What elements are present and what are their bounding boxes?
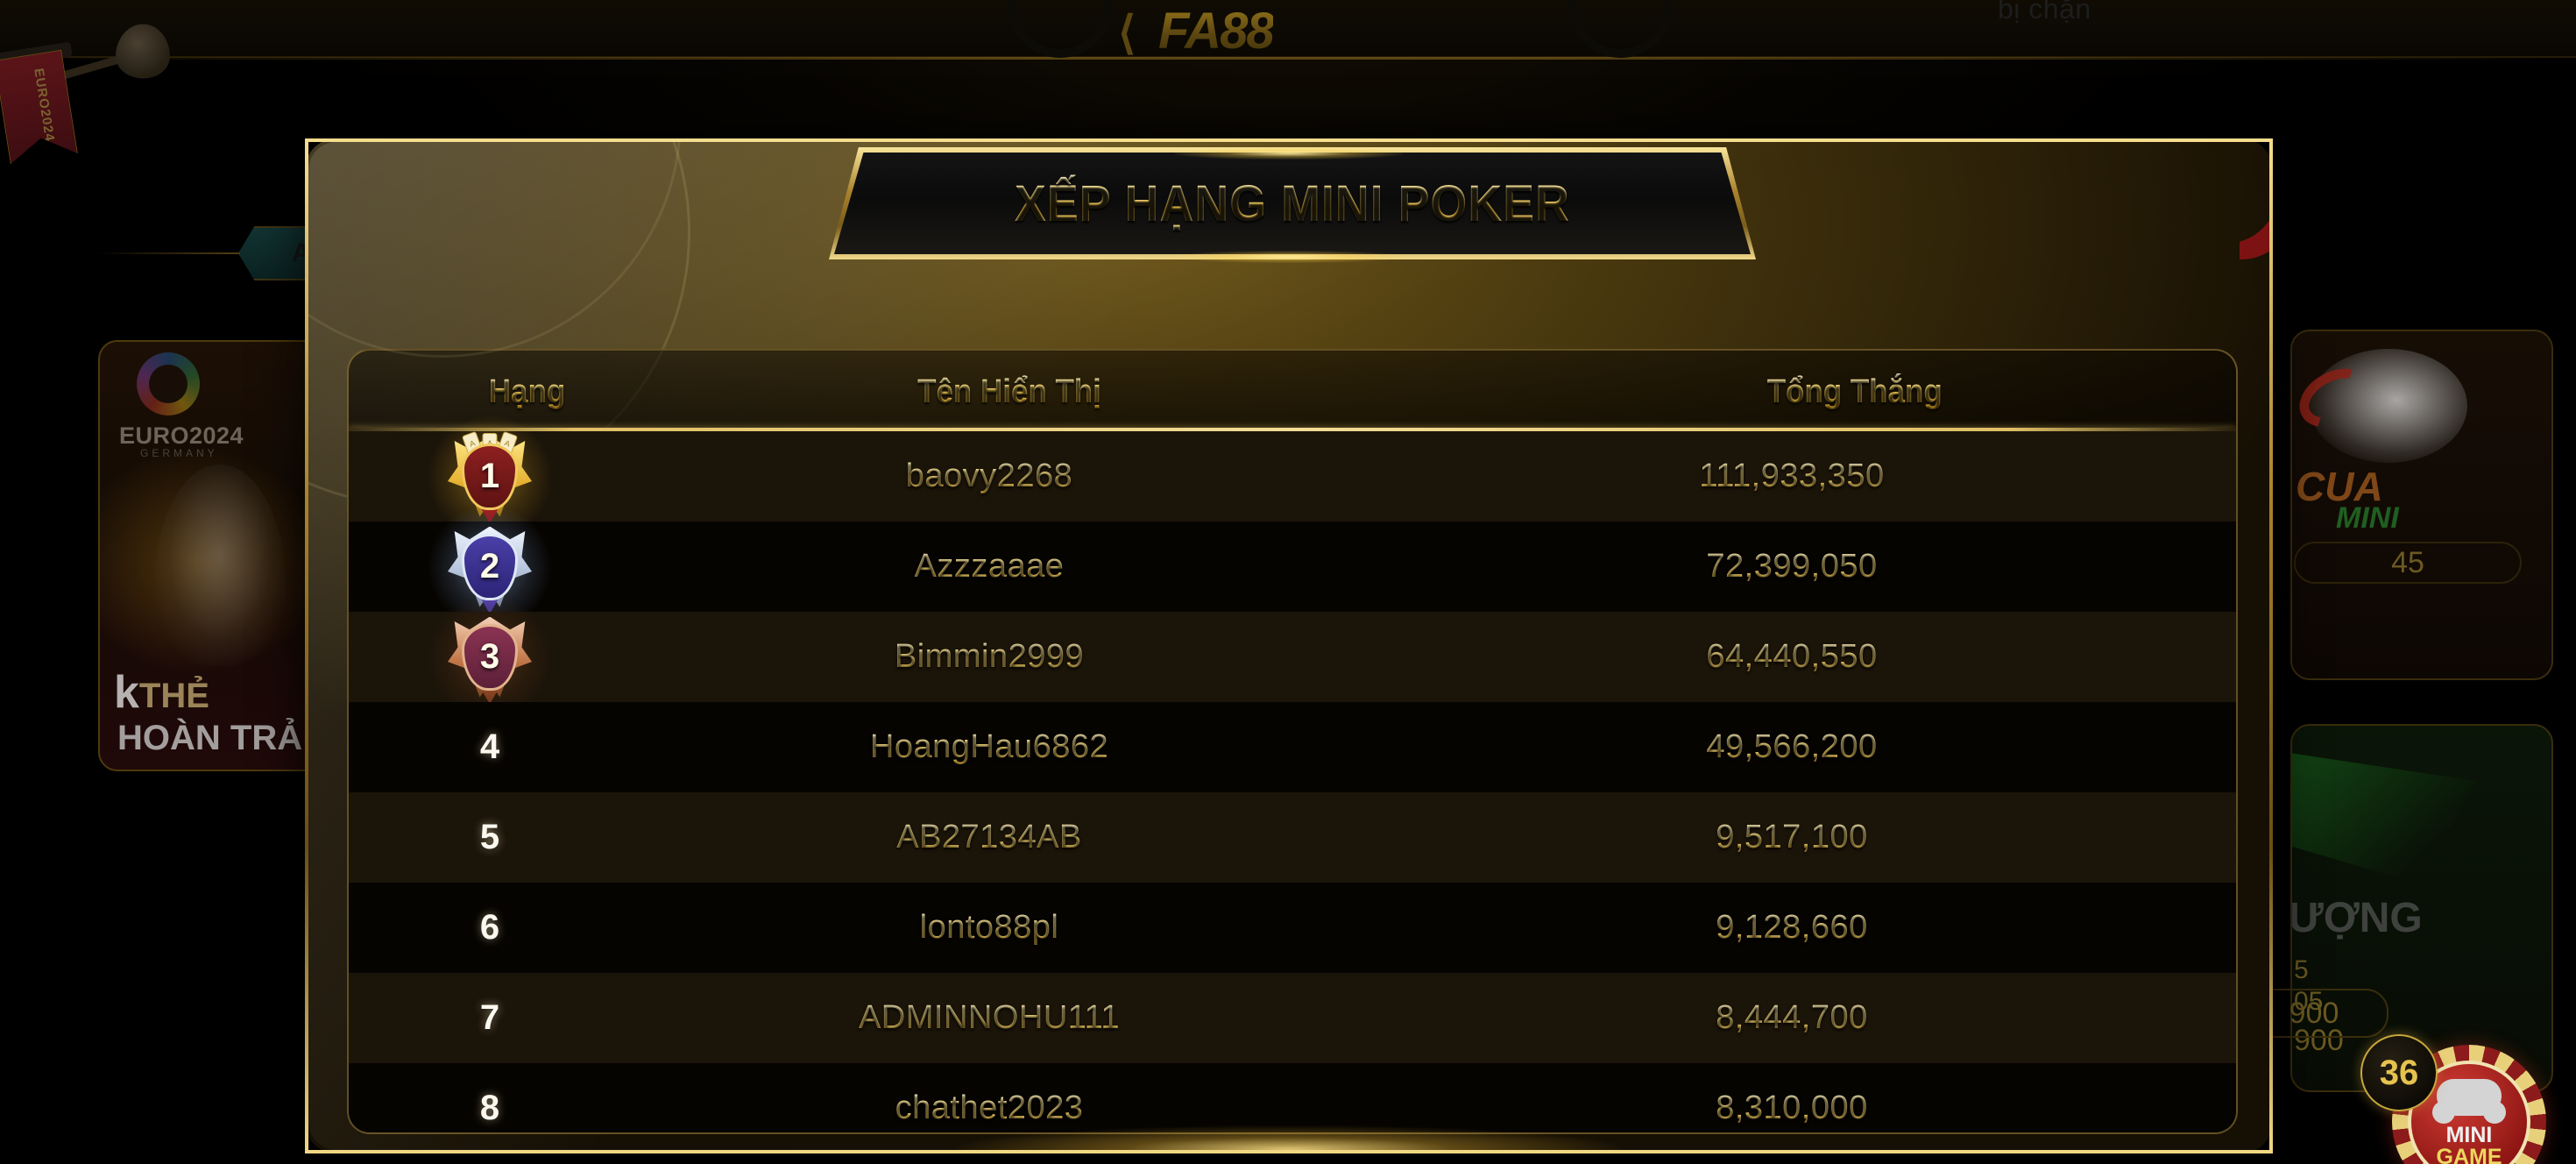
table-row[interactable]: 3 Bimmin2999 64,440,550: [349, 595, 2236, 719]
cell-name: lonto88pl: [631, 909, 1348, 947]
banner-spark-top-icon: [1175, 147, 1403, 160]
player-name: lonto88pl: [919, 909, 1059, 946]
game-card-line-3: 900: [2294, 1024, 2344, 1057]
rank-number: 4: [479, 728, 500, 766]
game-card-title: CUA: [2296, 464, 2383, 509]
column-header-rank: Hạng: [488, 373, 566, 410]
column-header-total: Tổng Thắng: [1766, 373, 1943, 410]
ranking-table: Hạng Tên Hiển Thị Tổng Thắng AAA1 baovy22…: [347, 349, 2238, 1134]
table-header-row: Hạng Tên Hiển Thị Tổng Thắng: [349, 351, 2236, 431]
jackpot-amount-pill: 900: [2240, 989, 2388, 1038]
euro-card-headline: kTHẺ: [114, 667, 209, 718]
player-name: ADMINNOHU111: [858, 999, 1121, 1036]
cell-total: 8,310,000: [1348, 1089, 2236, 1127]
player-name: Bimmin2999: [894, 638, 1085, 675]
rank-number: 7: [479, 998, 500, 1037]
cell-total: 9,517,100: [1348, 819, 2236, 856]
cell-name: baovy2268: [631, 458, 1348, 495]
allin-connector-line: [96, 252, 245, 254]
total-win: 49,566,200: [1706, 728, 1878, 765]
cell-name: ADMINNOHU111: [631, 999, 1348, 1037]
title-banner: XẾP HẠNG MINI POKER: [834, 153, 1751, 254]
cell-total: 111,933,350: [1348, 458, 2236, 495]
cell-rank: 4: [349, 728, 631, 767]
game-card-line-1: 5: [2294, 955, 2309, 984]
cell-rank: 5: [349, 818, 631, 857]
total-win: 111,933,350: [1699, 458, 1885, 494]
euro-card-headline-2: HOÀN TRẢ: [117, 719, 303, 757]
cell-total: 64,440,550: [1348, 638, 2236, 676]
game-card-subtitle: MINI: [2336, 501, 2399, 535]
cell-name: chathet2023: [631, 1089, 1348, 1127]
trophy-image: [154, 465, 286, 666]
table-row[interactable]: 7 ADMINNOHU111 8,444,700: [349, 973, 2236, 1063]
cell-name: Azzzaaae: [631, 548, 1348, 586]
cell-total: 8,444,700: [1348, 999, 2236, 1037]
mini-game-label-1: MINI: [2445, 1123, 2493, 1147]
logo-chevron-icon: ⟨: [1118, 8, 1136, 59]
euro2024-promo-card[interactable]: EURO2024 GERMANY kTHẺ HOÀN TRẢ: [98, 340, 328, 771]
table-row[interactable]: 4 HoangHau6862 49,566,200: [349, 702, 2236, 792]
table-row[interactable]: 2 Azzzaaae 72,399,050: [349, 505, 2236, 628]
cell-name: AB27134AB: [631, 819, 1348, 856]
cell-total: 72,399,050: [1348, 548, 2236, 586]
table-body: AAA1 baovy2268 111,933,350 2 Azzzaaae 72,399,…: [349, 415, 2236, 1132]
table-row[interactable]: 5 AB27134AB 9,517,100: [349, 792, 2236, 883]
table-row[interactable]: 6 lonto88pl 9,128,660: [349, 883, 2236, 973]
cell-rank: 6: [349, 908, 631, 948]
rank-number: 8: [479, 1089, 500, 1127]
game-card-line-2: 05: [2294, 987, 2324, 1016]
cell-rank: AAA1: [349, 415, 631, 538]
mini-game-count-badge[interactable]: 36: [2360, 1034, 2438, 1111]
game-card-jackpot: 45: [2294, 542, 2522, 584]
table-row[interactable]: 8 chathet2023 8,310,000: [349, 1063, 2236, 1132]
bronze-medal-icon: 3: [428, 595, 551, 719]
silver-medal-icon: 2: [428, 505, 551, 628]
column-header-name: Tên Hiển Thị: [917, 373, 1101, 410]
game-card-title: ƯỢNG: [2290, 895, 2423, 941]
player-name: chathet2023: [895, 1089, 1084, 1126]
cell-rank: 7: [349, 998, 631, 1038]
uefa-logo-icon: [137, 352, 200, 415]
dialog-title: XẾP HẠNG MINI POKER: [1014, 174, 1571, 232]
cell-rank: 8: [349, 1089, 631, 1128]
total-win: 8,444,700: [1716, 999, 1868, 1036]
pennant-label: EURO2024: [31, 67, 58, 144]
mini-game-label-2: GAME: [2436, 1145, 2502, 1164]
cell-name: Bimmin2999: [631, 638, 1348, 676]
cell-name: HoangHau6862: [631, 728, 1348, 766]
total-win: 72,399,050: [1706, 548, 1878, 585]
rank-number: 5: [479, 818, 500, 856]
total-win: 64,440,550: [1706, 638, 1878, 675]
fa88-logo: FA88: [1158, 3, 1275, 60]
rank-number: 6: [479, 908, 500, 947]
player-name: AB27134AB: [896, 819, 1082, 855]
total-win: 9,128,660: [1716, 909, 1868, 946]
cell-rank: 3: [349, 595, 631, 719]
gamepad-icon: [2432, 1079, 2506, 1124]
gold-medal-icon: AAA1: [428, 415, 551, 538]
game-card-cua-mini[interactable]: CUA MINI 45: [2290, 330, 2553, 680]
header-divider: [349, 428, 2236, 431]
euro-card-title: EURO2024: [119, 422, 244, 449]
banner-spark-bottom-icon: [1175, 251, 1403, 263]
player-name: HoangHau6862: [869, 728, 1109, 765]
cell-total: 9,128,660: [1348, 909, 2236, 947]
lobby-top-bar: [0, 0, 2576, 60]
player-name: Azzzaaae: [914, 548, 1065, 585]
cell-total: 49,566,200: [1348, 728, 2236, 766]
mini-poker-ranking-dialog: XẾP HẠNG MINI POKER Hạng Tên Hiển Thị Tổ…: [305, 138, 2273, 1153]
table-row[interactable]: AAA1 baovy2268 111,933,350: [349, 415, 2236, 538]
total-win: 8,310,000: [1716, 1089, 1868, 1126]
player-name: baovy2268: [905, 458, 1073, 494]
game-card-rong[interactable]: ƯỢNG 5 05 900: [2290, 724, 2553, 1092]
blocked-status-text: bị chặn: [1998, 0, 2091, 25]
cell-rank: 2: [349, 505, 631, 628]
total-win: 9,517,100: [1716, 819, 1868, 855]
euro-card-subtitle: GERMANY: [140, 447, 218, 459]
